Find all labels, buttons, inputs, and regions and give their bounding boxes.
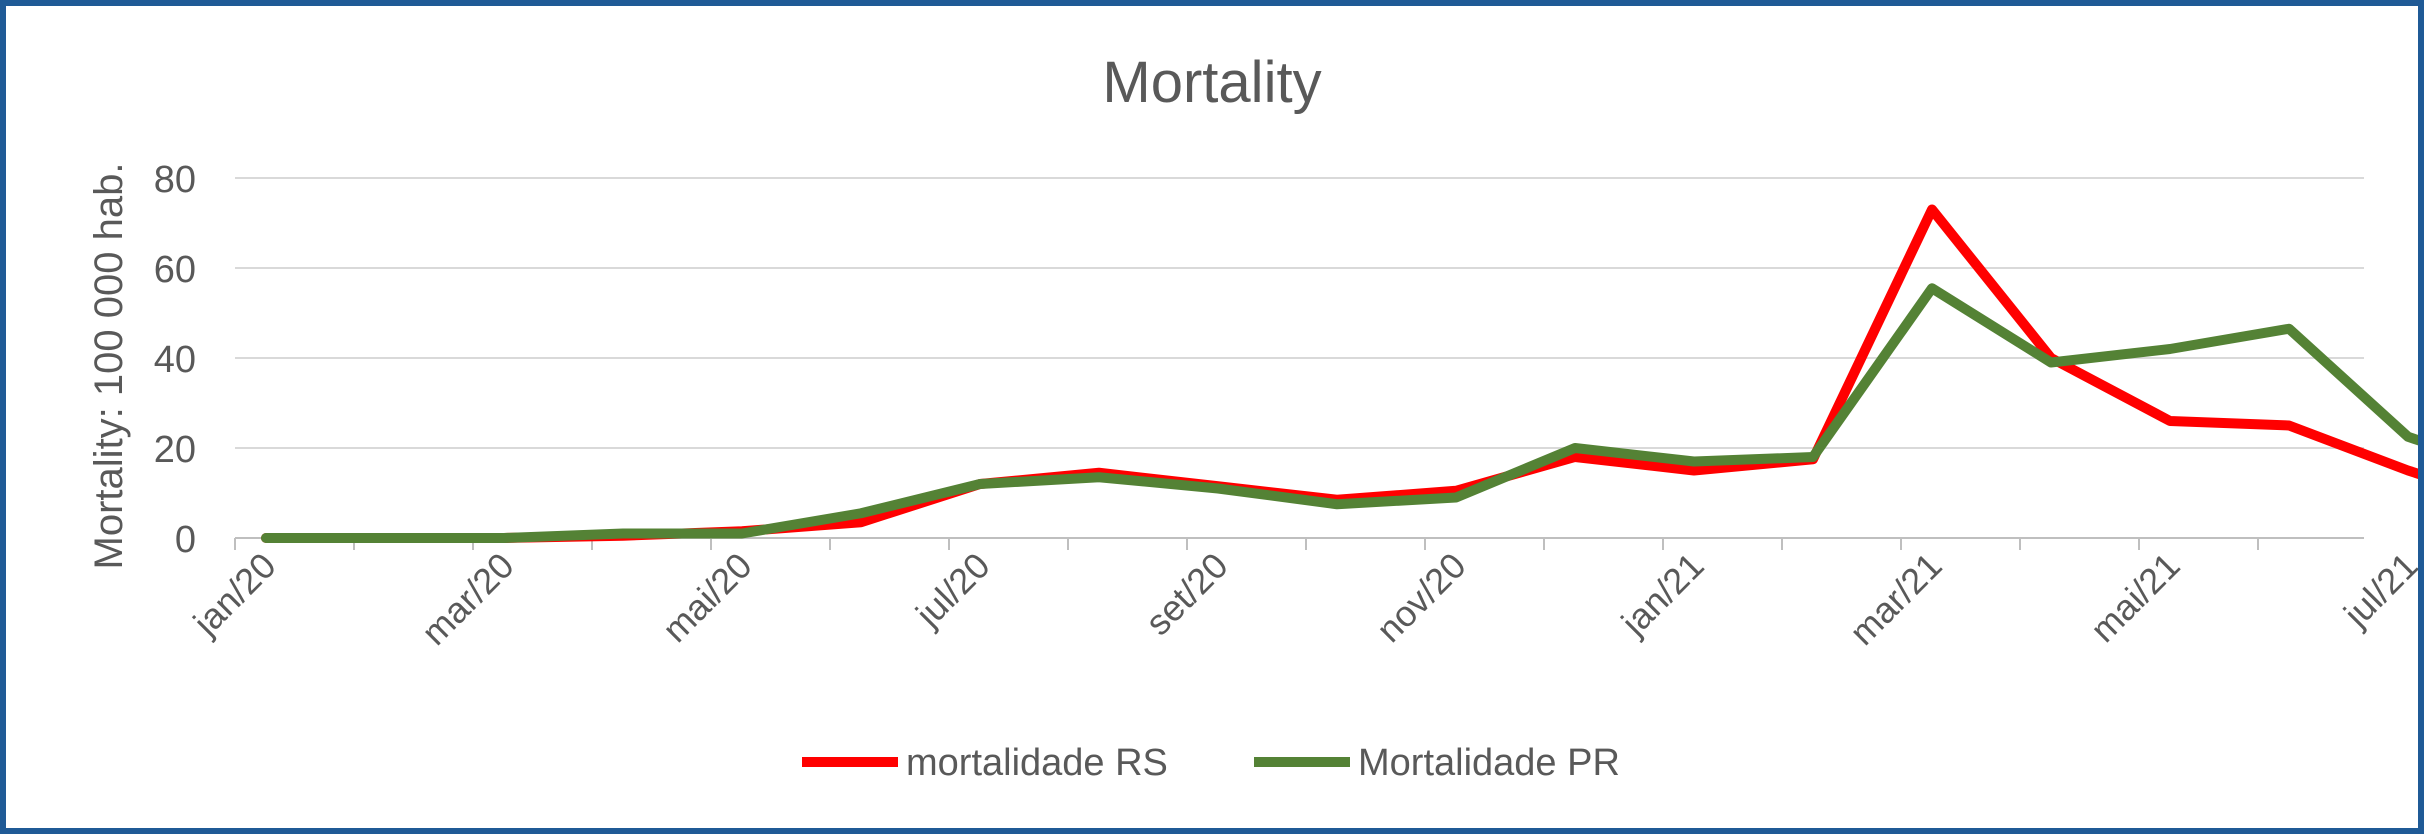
y-tick-label: 0	[175, 519, 196, 561]
x-tick-label: jul/20	[907, 545, 998, 636]
chart-title: Mortality	[1102, 50, 1321, 115]
series-line-mortalidade-rs	[261, 204, 2418, 543]
y-axis-label: Mortality: 100 000 hab.	[87, 163, 131, 570]
legend-label: Mortalidade PR	[1358, 742, 1620, 784]
y-tick-label: 20	[154, 429, 196, 471]
y-tick-label: 60	[154, 249, 196, 291]
x-tick-label: mai/20	[654, 545, 759, 650]
x-tick-label: jan/21	[1613, 545, 1712, 644]
legend: mortalidade RS Mortalidade PR	[802, 742, 1620, 784]
x-tick-label: jan/20	[185, 545, 284, 644]
x-tick-label: jul/21	[2335, 545, 2418, 636]
x-tick-label: mar/21	[1841, 545, 1949, 653]
x-axis-tick-labels: jan/20 mar/20 mai/20 jul/20 set/20 nov/20 jan/…	[185, 545, 2418, 653]
line-chart: Mortality 0 20 40 60 80 jan/20 mar/20 mai/20 ju…	[87, 50, 2418, 784]
y-axis-ticks: 0 20 40 60 80	[154, 159, 196, 561]
y-tick-label: 40	[154, 339, 196, 381]
series-line-mortalidade-pr	[261, 283, 2418, 543]
grid-lines	[235, 177, 2364, 449]
x-tick-label: set/20	[1137, 545, 1235, 643]
x-tick-label: nov/20	[1368, 545, 1473, 650]
legend-label: mortalidade RS	[906, 742, 1168, 784]
series-lines	[261, 204, 2418, 543]
y-tick-label: 80	[154, 159, 196, 201]
x-tick-label: mar/20	[413, 545, 521, 653]
x-tick-label: mai/21	[2082, 545, 2187, 650]
